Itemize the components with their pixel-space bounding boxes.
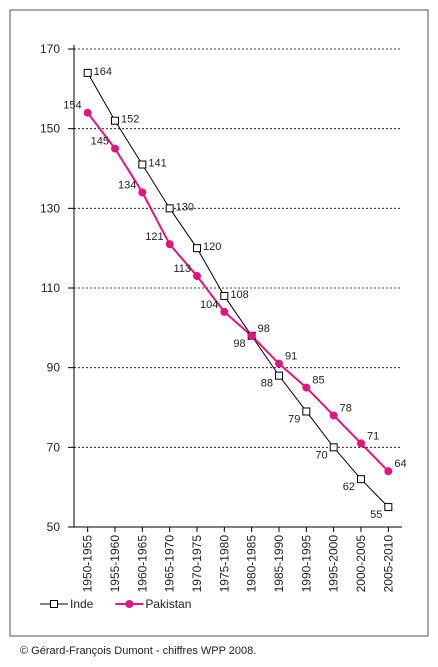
data-label: 79 [288,413,300,425]
data-label: 64 [394,458,406,470]
data-point [329,443,338,452]
data-point [275,371,283,380]
data-point [165,204,174,213]
y-tick-label: 70 [47,440,61,454]
x-tick-label: 1980-1985 [245,535,259,593]
legend-label: Pakistan [145,597,191,611]
data-label: 113 [173,263,191,275]
data-label: 154 [63,100,81,112]
data-label: 104 [200,299,218,311]
data-point [357,475,365,484]
x-tick-label: 1990-1995 [299,535,313,593]
x-tick-label: 2005-2010 [381,535,395,593]
x-tick-label: 1970-1975 [190,535,204,593]
data-point [220,307,229,316]
data-label: 88 [261,378,273,390]
legend-label: Inde [70,597,94,611]
x-tick-label: 1995-2000 [327,535,341,593]
legend-marker [50,600,58,608]
data-point [384,467,393,476]
data-point [165,240,174,249]
series-line [87,72,389,508]
data-label: 55 [370,509,382,521]
data-label: 145 [91,136,109,148]
data-point [357,439,365,448]
data-point [302,383,311,392]
data-label: 130 [176,201,194,213]
x-tick-label: 1950-1955 [81,535,95,593]
data-label: 152 [121,114,139,126]
data-label: 85 [312,375,324,387]
y-tick-label: 130 [40,201,60,215]
data-label: 78 [340,402,352,414]
data-label: 71 [367,430,379,442]
data-point [138,160,147,169]
data-label: 164 [94,66,112,78]
data-label: 98 [233,338,245,350]
data-label: 62 [343,481,355,493]
data-point [83,108,92,117]
legend-marker [125,600,134,608]
x-tick-label: 1975-1980 [217,535,231,593]
data-label: 134 [118,179,136,191]
data-point [111,144,119,153]
data-label: 70 [315,449,327,461]
data-label: 141 [148,158,166,170]
source-note: © Gérard-François Dumont - chiffres WPP … [20,645,256,657]
data-point [275,359,283,368]
y-tick-label: 170 [40,42,60,56]
x-tick-label: 1960-1965 [135,535,149,593]
data-point [111,116,119,125]
x-tick-label: 1965-1970 [163,535,177,593]
y-tick-label: 90 [47,361,61,375]
y-tick-label: 110 [41,281,60,295]
x-tick-label: 1985-1990 [272,535,286,593]
data-point [220,291,229,300]
data-point [193,244,201,253]
data-point [384,503,393,512]
data-point [329,411,338,420]
y-tick-label: 150 [40,122,60,136]
data-point [83,68,92,77]
data-point [302,407,311,416]
data-label: 91 [285,351,297,363]
data-label: 98 [258,323,270,335]
data-point [193,272,201,281]
x-tick-label: 2000-2005 [354,535,368,593]
data-label: 121 [145,231,163,243]
series-line [86,112,390,472]
chart-frame [9,9,429,637]
y-tick-label: 50 [47,520,61,534]
data-label: 108 [230,289,248,301]
data-label: 120 [203,241,221,253]
data-point [247,331,256,340]
x-tick-label: 1955-1960 [108,535,122,593]
data-point [138,188,147,197]
